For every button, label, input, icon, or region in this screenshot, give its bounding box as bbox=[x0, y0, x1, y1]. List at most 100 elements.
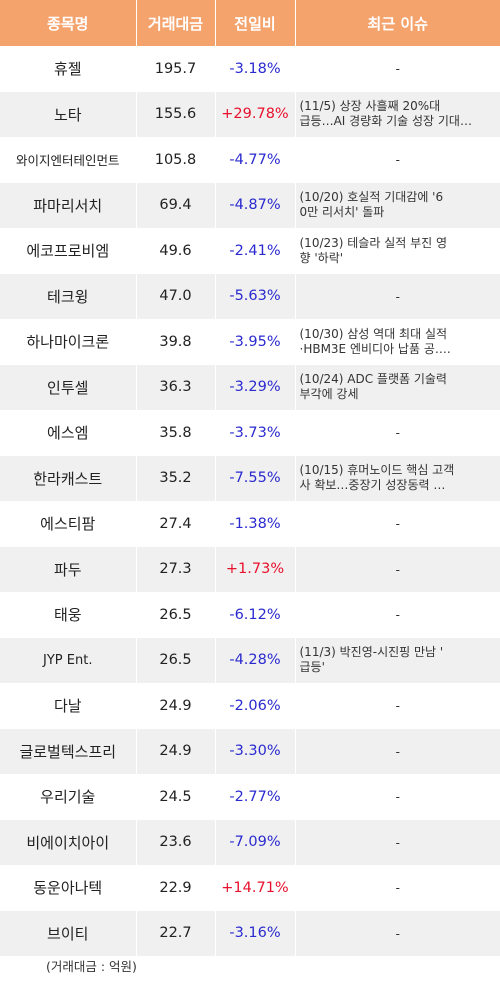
stock-name-cell: 우리기술 bbox=[0, 774, 137, 820]
issue-line: (11/5) 상장 사흘째 20%대 bbox=[299, 99, 441, 114]
trade-amount-cell: 23.6 bbox=[136, 819, 216, 865]
recent-issue-cell: - bbox=[295, 819, 500, 865]
trade-amount-cell: 155.6 bbox=[136, 91, 216, 137]
change-rate-cell: -6.12% bbox=[215, 592, 296, 638]
unit-footnote: (거래대금 : 억원) bbox=[46, 959, 137, 974]
recent-issue-cell: (11/5) 상장 사흘째 20%대 급등…AI 경량화 기술 성장 기대… bbox=[295, 91, 500, 137]
change-rate-cell: +1.73% bbox=[215, 546, 296, 592]
stock-name-cell: 인투셀 bbox=[0, 364, 137, 410]
table-row: 태웅 26.5 -6.12% - bbox=[0, 592, 500, 638]
table-row: JYP Ent. 26.5 -4.28% (11/3) 박진영-시진핑 만남 ' 급등' bbox=[0, 637, 500, 683]
change-rate-cell: -1.38% bbox=[215, 501, 296, 547]
stock-table: 종목명 거래대금 전일비 최근 이슈 휴젤 195.7 -3.18% - 노타 155.6… bbox=[0, 0, 500, 956]
change-rate-cell: -3.18% bbox=[215, 46, 296, 92]
header-change: 전일비 bbox=[215, 0, 296, 46]
change-rate-cell: -3.95% bbox=[215, 319, 296, 365]
recent-issue-cell: - bbox=[395, 789, 400, 805]
stock-name-cell: 한라캐스트 bbox=[0, 455, 137, 501]
table-row: 파마리서치 69.4 -4.87% (10/20) 호실적 기대감에 '6 0만 리서치… bbox=[0, 182, 500, 228]
trade-amount-cell: 47.0 bbox=[136, 273, 216, 319]
table-row: 한라캐스트 35.2 -7.55% (10/15) 휴머노이드 핵심 고객 사 확보…중… bbox=[0, 455, 500, 501]
stock-name-cell: 에스티팜 bbox=[0, 501, 137, 547]
change-rate-cell: -7.09% bbox=[215, 819, 296, 865]
change-rate-cell: -3.73% bbox=[215, 410, 296, 456]
stock-name-cell: 다날 bbox=[0, 683, 137, 729]
change-rate-cell: -3.30% bbox=[215, 728, 296, 774]
change-rate-cell: -2.77% bbox=[215, 774, 296, 820]
recent-issue-cell: - bbox=[395, 516, 400, 532]
table-row: 동운아나텍 22.9 +14.71% - bbox=[0, 865, 500, 911]
change-rate-cell: +14.71% bbox=[215, 865, 296, 911]
header-amount: 거래대금 bbox=[136, 0, 216, 46]
table-row: 비에이치아이 23.6 -7.09% - bbox=[0, 819, 500, 865]
trade-amount-cell: 195.7 bbox=[136, 46, 216, 92]
table-row: 인투셀 36.3 -3.29% (10/24) ADC 플랫폼 기술력 부각에 강세 bbox=[0, 364, 500, 410]
change-rate-cell: -4.77% bbox=[215, 137, 296, 183]
recent-issue-cell: (10/30) 삼성 역대 최대 실적 ·HBM3E 엔비디아 납품 공…. bbox=[295, 319, 500, 365]
table-row: 에스엠 35.8 -3.73% - bbox=[0, 410, 500, 456]
stock-name-cell: 태웅 bbox=[0, 592, 137, 638]
table-row: 에스티팜 27.4 -1.38% - bbox=[0, 501, 500, 547]
issue-line: (10/23) 테슬라 실적 부진 영 bbox=[299, 235, 448, 250]
stock-name-cell: 테크윙 bbox=[0, 273, 137, 319]
stock-name-cell: 파마리서치 bbox=[0, 182, 137, 228]
recent-issue-cell: (10/15) 휴머노이드 핵심 고객 사 확보…중장기 성장동력 … bbox=[295, 455, 500, 501]
table-row: 하나마이크론 39.8 -3.95% (10/30) 삼성 역대 최대 실적 ·HBM3… bbox=[0, 319, 500, 365]
recent-issue-cell: - bbox=[295, 546, 500, 592]
issue-line: (10/24) ADC 플랫폼 기술력 bbox=[299, 372, 447, 387]
issue-line: 부각에 강세 bbox=[299, 387, 359, 402]
issue-line: 향 '하락' bbox=[299, 250, 344, 265]
recent-issue-cell: - bbox=[395, 698, 400, 714]
trade-amount-cell: 27.3 bbox=[136, 546, 216, 592]
trade-amount-cell: 105.8 bbox=[136, 137, 216, 183]
stock-name-cell: 에스엠 bbox=[0, 410, 137, 456]
change-rate-cell: -3.16% bbox=[215, 910, 296, 956]
table-row: 파두 27.3 +1.73% - bbox=[0, 546, 500, 592]
trade-amount-cell: 35.8 bbox=[136, 410, 216, 456]
change-rate-cell: +29.78% bbox=[215, 91, 296, 137]
table-row: 와이지엔터테인먼트 105.8 -4.77% - bbox=[0, 137, 500, 183]
change-rate-cell: -7.55% bbox=[215, 455, 296, 501]
trade-amount-cell: 35.2 bbox=[136, 455, 216, 501]
issue-line: (10/15) 휴머노이드 핵심 고객 bbox=[299, 463, 455, 478]
issue-line: (11/3) 박진영-시진핑 만남 ' bbox=[299, 645, 444, 660]
change-rate-cell: -2.06% bbox=[215, 683, 296, 729]
issue-line: 사 확보…중장기 성장동력 … bbox=[299, 478, 446, 493]
issue-line: 급등…AI 경량화 기술 성장 기대… bbox=[299, 114, 472, 129]
header-row: 종목명 거래대금 전일비 최근 이슈 bbox=[0, 0, 500, 46]
issue-line: 0만 리서치' 돌파 bbox=[299, 205, 385, 220]
recent-issue-cell: - bbox=[395, 607, 400, 623]
stock-name-cell: JYP Ent. bbox=[0, 637, 137, 683]
issue-line: ·HBM3E 엔비디아 납품 공…. bbox=[299, 341, 451, 356]
trade-amount-cell: 24.9 bbox=[136, 683, 216, 729]
header-issue: 최근 이슈 bbox=[295, 0, 500, 46]
table-row: 테크윙 47.0 -5.63% - bbox=[0, 273, 500, 319]
trade-amount-cell: 26.5 bbox=[136, 592, 216, 638]
recent-issue-cell: - bbox=[295, 728, 500, 774]
table-row: 다날 24.9 -2.06% - bbox=[0, 683, 500, 729]
recent-issue-cell: (10/20) 호실적 기대감에 '6 0만 리서치' 돌파 bbox=[295, 182, 500, 228]
stock-name-cell: 노타 bbox=[0, 91, 137, 137]
recent-issue-cell: - bbox=[395, 425, 400, 441]
stock-name-cell: 비에이치아이 bbox=[0, 819, 137, 865]
stock-name-cell: 글로벌텍스프리 bbox=[0, 728, 137, 774]
recent-issue-cell: - bbox=[395, 152, 400, 168]
trade-amount-cell: 49.6 bbox=[136, 228, 216, 274]
trade-amount-cell: 39.8 bbox=[136, 319, 216, 365]
change-rate-cell: -4.87% bbox=[215, 182, 296, 228]
issue-line: (10/30) 삼성 역대 최대 실적 bbox=[299, 326, 448, 341]
recent-issue-cell: - bbox=[295, 910, 500, 956]
stock-name-cell: 휴젤 bbox=[0, 46, 137, 92]
stock-name-cell: 동운아나텍 bbox=[0, 865, 137, 911]
header-name: 종목명 bbox=[0, 0, 137, 46]
trade-amount-cell: 26.5 bbox=[136, 637, 216, 683]
issue-line: 급등' bbox=[299, 660, 325, 675]
change-rate-cell: -3.29% bbox=[215, 364, 296, 410]
stock-name-cell: 에코프로비엠 bbox=[0, 228, 137, 274]
stock-name-cell: 브이티 bbox=[0, 910, 137, 956]
trade-amount-cell: 24.9 bbox=[136, 728, 216, 774]
change-rate-cell: -2.41% bbox=[215, 228, 296, 274]
table-row: 휴젤 195.7 -3.18% - bbox=[0, 46, 500, 92]
recent-issue-cell: (10/24) ADC 플랫폼 기술력 부각에 강세 bbox=[295, 364, 500, 410]
